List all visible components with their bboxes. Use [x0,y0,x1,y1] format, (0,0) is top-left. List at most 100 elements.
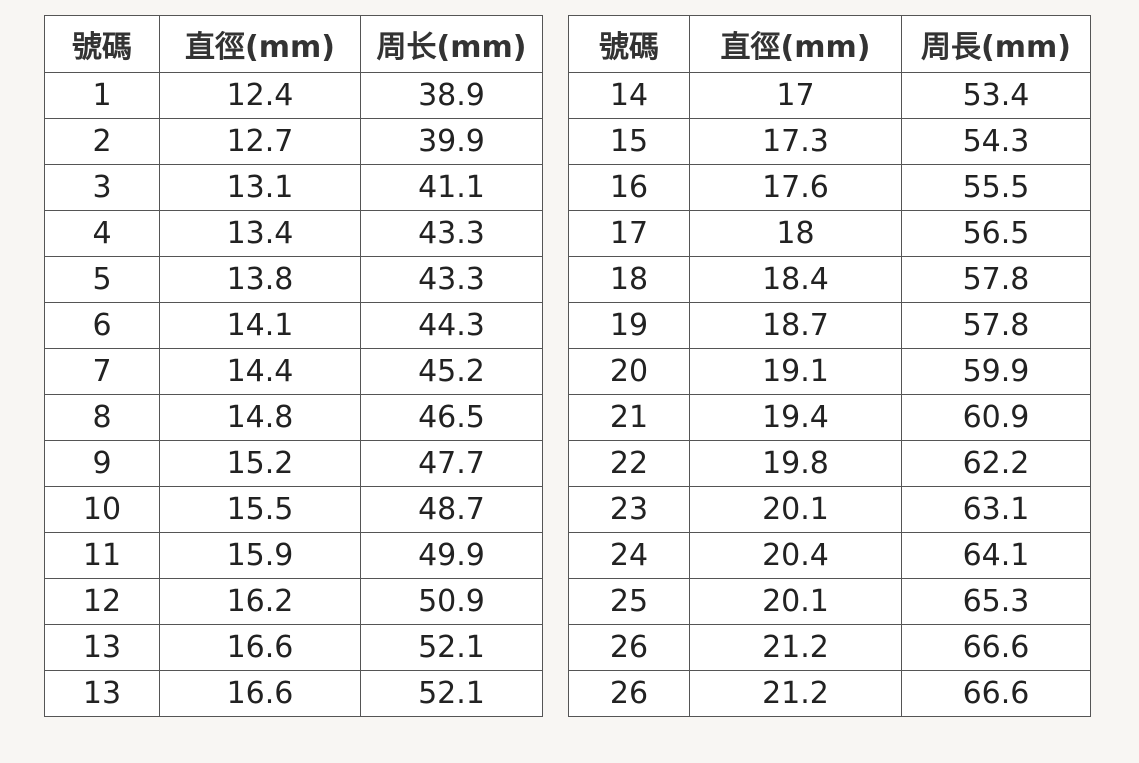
table-row: 22 19.8 62.2 [568,440,1091,487]
table-cell: 14.1 [159,302,361,349]
table-cell: 20.1 [689,486,902,533]
table-cell: 12 [44,578,160,625]
table-cell: 66.6 [901,624,1091,671]
table-cell: 6 [44,302,160,349]
header-row: 號碼 直徑(mm) 周长(mm) [44,15,543,73]
table-cell: 16.6 [159,670,361,717]
header-cell: 周長(mm) [901,15,1091,73]
table-cell: 19 [568,302,690,349]
table-row: 3 13.1 41.1 [44,164,543,211]
table-row: 14 17 53.4 [568,72,1091,119]
table-cell: 23 [568,486,690,533]
table-cell: 46.5 [360,394,543,441]
table-cell: 13 [44,624,160,671]
table-cell: 19.4 [689,394,902,441]
header-cell: 號碼 [568,15,690,73]
table-cell: 19.1 [689,348,902,395]
table-row: 25 20.1 65.3 [568,578,1091,625]
table-cell: 12.7 [159,118,361,165]
table-cell: 18 [689,210,902,257]
table-cell: 66.6 [901,670,1091,717]
table-cell: 56.5 [901,210,1091,257]
header-cell: 周长(mm) [360,15,543,73]
table-row: 20 19.1 59.9 [568,348,1091,395]
table-cell: 13.1 [159,164,361,211]
table-cell: 22 [568,440,690,487]
table-cell: 48.7 [360,486,543,533]
table-cell: 10 [44,486,160,533]
table-cell: 9 [44,440,160,487]
table-cell: 17 [689,72,902,119]
table-cell: 14.8 [159,394,361,441]
table-cell: 26 [568,624,690,671]
table-row: 5 13.8 43.3 [44,256,543,303]
table-cell: 3 [44,164,160,211]
header-cell: 號碼 [44,15,160,73]
table-cell: 26 [568,670,690,717]
table-cell: 59.9 [901,348,1091,395]
table-cell: 14.4 [159,348,361,395]
table-cell: 4 [44,210,160,257]
table-cell: 38.9 [360,72,543,119]
table-cell: 45.2 [360,348,543,395]
table-cell: 15.9 [159,532,361,579]
table-cell: 12.4 [159,72,361,119]
table-row: 13 16.6 52.1 [44,670,543,717]
table-cell: 13.4 [159,210,361,257]
table-cell: 15.5 [159,486,361,533]
table-row: 11 15.9 49.9 [44,532,543,579]
table-cell: 43.3 [360,256,543,303]
table-row: 13 16.6 52.1 [44,624,543,671]
table-row: 21 19.4 60.9 [568,394,1091,441]
table-cell: 21.2 [689,624,902,671]
table-cell: 18.7 [689,302,902,349]
table-row: 16 17.6 55.5 [568,164,1091,211]
table-cell: 15 [568,118,690,165]
table-row: 4 13.4 43.3 [44,210,543,257]
table-cell: 20 [568,348,690,395]
table-cell: 5 [44,256,160,303]
header-cell: 直徑(mm) [689,15,902,73]
table-cell: 57.8 [901,302,1091,349]
table-cell: 55.5 [901,164,1091,211]
table-row: 26 21.2 66.6 [568,670,1091,717]
table-cell: 63.1 [901,486,1091,533]
table-cell: 47.7 [360,440,543,487]
table-cell: 24 [568,532,690,579]
table-row: 26 21.2 66.6 [568,624,1091,671]
table-cell: 50.9 [360,578,543,625]
table-cell: 17.3 [689,118,902,165]
table-cell: 11 [44,532,160,579]
size-table-left: 號碼 直徑(mm) 周长(mm) 1 12.4 38.9 2 12.7 39.9 3 13.1 41.… [44,15,543,717]
table-cell: 52.1 [360,670,543,717]
table-cell: 65.3 [901,578,1091,625]
table-cell: 21 [568,394,690,441]
table-cell: 41.1 [360,164,543,211]
table-cell: 53.4 [901,72,1091,119]
table-cell: 15.2 [159,440,361,487]
table-cell: 7 [44,348,160,395]
table-cell: 60.9 [901,394,1091,441]
table-cell: 14 [568,72,690,119]
table-row: 15 17.3 54.3 [568,118,1091,165]
table-row: 19 18.7 57.8 [568,302,1091,349]
table-cell: 13.8 [159,256,361,303]
table-cell: 44.3 [360,302,543,349]
table-row: 10 15.5 48.7 [44,486,543,533]
table-cell: 1 [44,72,160,119]
table-row: 18 18.4 57.8 [568,256,1091,303]
table-row: 6 14.1 44.3 [44,302,543,349]
size-table-right: 號碼 直徑(mm) 周長(mm) 14 17 53.4 15 17.3 54.3 16 17.6 55… [568,15,1091,717]
table-cell: 54.3 [901,118,1091,165]
table-cell: 18.4 [689,256,902,303]
header-cell: 直徑(mm) [159,15,361,73]
table-row: 9 15.2 47.7 [44,440,543,487]
table-cell: 49.9 [360,532,543,579]
table-cell: 21.2 [689,670,902,717]
table-cell: 57.8 [901,256,1091,303]
table-cell: 16.6 [159,624,361,671]
table-cell: 62.2 [901,440,1091,487]
table-cell: 17.6 [689,164,902,211]
table-cell: 2 [44,118,160,165]
